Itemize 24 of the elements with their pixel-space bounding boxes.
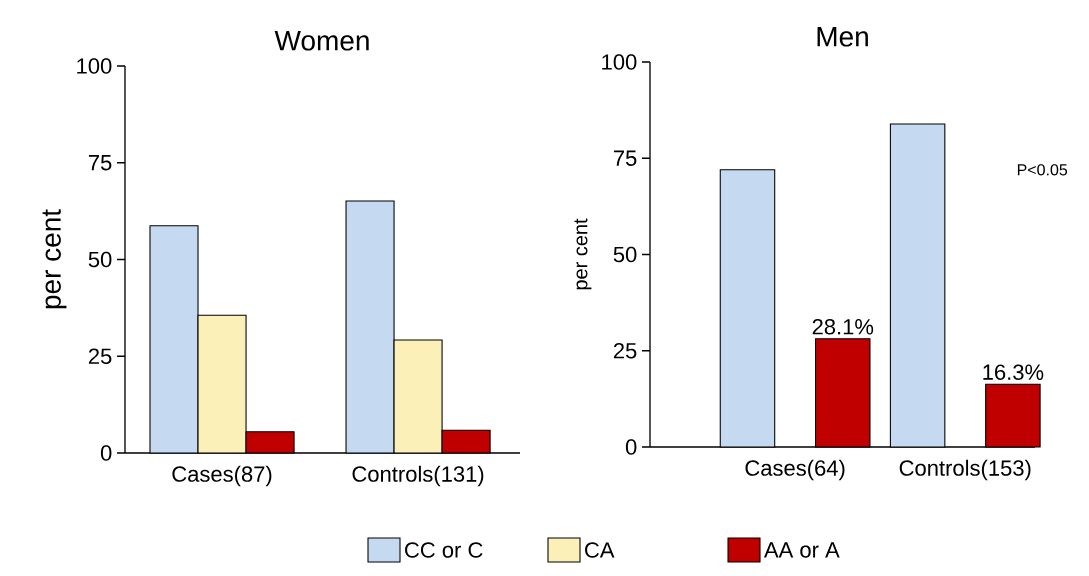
legend-label: CA <box>585 542 615 558</box>
y-tick-label: 100 <box>77 58 112 74</box>
y-tick-label: 75 <box>88 155 112 171</box>
data-label: 16.3% <box>983 364 1044 380</box>
y-axis-title: per cent <box>42 209 67 309</box>
x-tick-label: Cases(87) <box>172 465 272 487</box>
chart-title: Women <box>274 31 369 51</box>
y-tick-label: 100 <box>602 54 637 70</box>
legend-label: CC or C <box>405 542 483 558</box>
x-tick-label: Controls(153) <box>899 459 1031 481</box>
y-tick-label: 25 <box>88 348 112 365</box>
x-tick-label: Cases(64) <box>745 459 845 481</box>
chart-title: Men <box>817 27 868 47</box>
y-tick-label: 50 <box>88 251 112 268</box>
y-tick-label: 50 <box>613 246 637 263</box>
legend-label: AA or A <box>763 542 840 558</box>
y-tick-label: 75 <box>613 150 637 166</box>
y-tick-label: 0 <box>625 439 637 455</box>
data-label: 28.1% <box>812 318 874 335</box>
y-tick-label: 25 <box>613 342 637 359</box>
annotation: P<0.05 <box>1017 164 1068 176</box>
y-tick-label: 0 <box>100 445 112 461</box>
x-tick-label: Controls(131) <box>352 465 484 487</box>
y-axis-title: per cent <box>574 218 592 290</box>
